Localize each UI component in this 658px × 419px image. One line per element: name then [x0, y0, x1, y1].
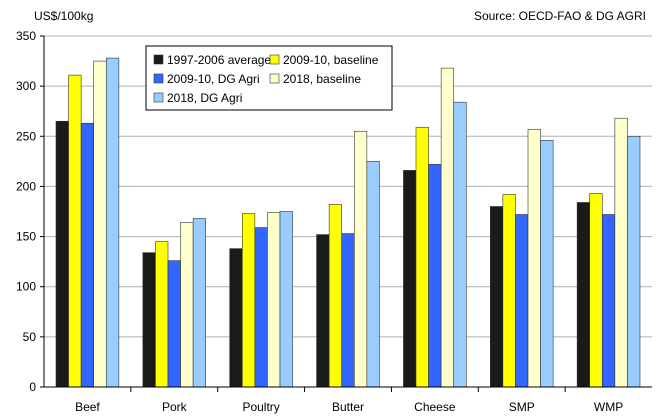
bar [267, 212, 281, 388]
bar [627, 135, 641, 388]
bar [316, 234, 330, 388]
bar [601, 214, 616, 388]
bar [428, 164, 442, 388]
bars [55, 57, 641, 388]
bar [540, 140, 554, 388]
bar [279, 211, 293, 388]
y-tick-label: 100 [16, 280, 36, 294]
bar [353, 130, 368, 388]
bar [241, 213, 256, 388]
x-tick-label: Beef [75, 400, 100, 414]
bar [229, 248, 243, 388]
bar [192, 218, 207, 388]
bar [515, 214, 529, 388]
bar [403, 170, 417, 388]
bar [328, 204, 343, 388]
legend-label: 2018, DG Agri [167, 91, 242, 105]
bar [68, 74, 82, 388]
bar [502, 194, 516, 388]
y-tick-label: 150 [16, 230, 36, 244]
y-tick-label: 250 [16, 129, 36, 143]
bar [489, 206, 504, 388]
x-tick-label: SMP [509, 400, 535, 414]
x-tick-label: Butter [332, 400, 364, 414]
bar [576, 202, 591, 388]
y-tick-label: 350 [16, 29, 36, 43]
bar [254, 227, 268, 388]
bar [366, 161, 380, 388]
legend-label: 2018, baseline [283, 72, 361, 86]
legend-swatch [269, 54, 280, 65]
source-label: Source: OECD-FAO & DG AGRI [474, 9, 646, 23]
y-tick-label: 50 [23, 330, 37, 344]
legend-label: 2009-10, DG Agri [167, 72, 260, 86]
legend-swatch [269, 73, 280, 84]
x-tick-label: Poultry [242, 400, 279, 414]
y-unit-label: US$/100kg [34, 9, 93, 23]
x-tick-label: Pork [162, 400, 188, 414]
bar [589, 193, 603, 388]
bar [614, 117, 628, 388]
x-tick-label: Cheese [414, 400, 456, 414]
y-tick-label: 0 [29, 380, 36, 394]
legend-swatch [153, 92, 164, 103]
bar [80, 122, 95, 388]
x-tick-label: WMP [594, 400, 623, 414]
bar [453, 101, 467, 388]
bar [180, 222, 194, 388]
legend: 1997-2006 average 2009-10, baseline 2009-1… [145, 45, 393, 111]
legend-label: 2009-10, baseline [283, 53, 379, 67]
legend-swatch [153, 54, 164, 65]
bar [142, 252, 156, 388]
legend-swatch [153, 73, 164, 84]
legend-label: 1997-2006 average [167, 53, 271, 67]
bar [440, 67, 455, 388]
y-tick-label: 300 [16, 79, 36, 93]
bar [527, 128, 541, 388]
bar [105, 57, 120, 388]
legend-box [145, 45, 393, 111]
y-tick-label: 200 [16, 179, 36, 193]
bar [341, 233, 355, 388]
bar [93, 60, 107, 388]
bar [167, 260, 181, 388]
bar [55, 120, 69, 388]
axes: 0 50 100 150 200 250 300 350 Beef Pork Poultry Butt… [16, 29, 652, 414]
bar [415, 126, 429, 388]
bar [155, 241, 169, 388]
